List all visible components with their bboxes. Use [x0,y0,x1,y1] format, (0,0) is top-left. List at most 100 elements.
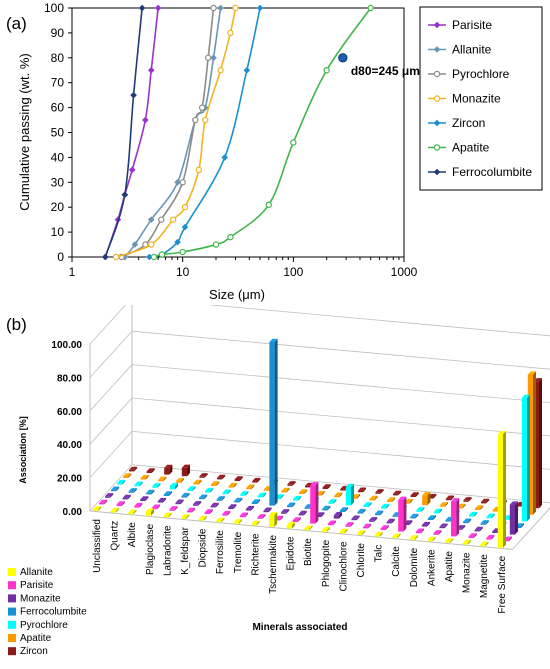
bar-allanite [321,530,327,532]
bar-allanite-side [379,531,383,537]
bar-apatite [175,481,181,483]
bar-monazite [210,505,216,508]
bar-monazite-top [351,515,360,519]
category-label-b: Tschermakite [268,535,279,594]
bar-parisite-side [421,528,424,534]
bar-apatite-top [439,502,448,506]
bar-zircon-top [217,474,226,478]
d80-annotation: d80=245 μm [338,53,420,78]
bar-ferrocolumbite [128,491,134,493]
bar-zircon-side [187,464,190,477]
bar-apatite [369,498,375,501]
bar-zircon [199,476,205,478]
data-point-ferrocolumbite [138,4,146,12]
category-label-b: Magnetite [479,554,490,598]
legend-label-b: Parisite [20,580,54,591]
category-label-b: Plagioclase [145,523,156,575]
bar-parisite-side [280,515,284,521]
bar-apatite-side [445,502,448,507]
bar-ferrocolumbite-side [133,488,137,493]
bar-zircon-top [357,487,366,491]
bar-zircon [146,471,152,473]
bar-pyrochlore [134,484,140,487]
bar-monazite-top [386,518,395,522]
legend-label-a: Parisite [452,18,492,32]
bar-monazite-top [421,521,430,526]
bar-apatite-top [175,478,184,482]
legend-label-a: Pyrochlore [452,67,510,81]
bar-allanite-top [321,527,330,531]
bar-parisite-top [380,525,389,529]
bar-parisite-side [456,498,460,537]
bar-pyrochlore-side [280,494,284,499]
bar-zircon-side [486,498,490,504]
bar-zircon [181,467,187,477]
data-point-pyrochlore [179,179,186,186]
bar-ferrocolumbite-side [362,508,366,514]
bar-zircon-top [287,481,296,485]
bar-parisite-top [99,499,108,503]
bar-monazite [105,496,111,498]
bar-parisite-top [222,510,231,515]
bar-allanite-top [374,531,383,536]
legend-swatch-pyrochlore [8,620,16,629]
category-label-b: Monazite [462,552,473,593]
bar-pyrochlore [169,486,175,490]
bar-parisite-side [333,520,336,526]
bar-monazite-top [509,501,518,505]
bar-allanite [392,536,398,539]
bar-zircon [234,479,240,481]
bar-parisite [275,518,281,521]
bar-apatite-side [251,484,255,490]
bar-parisite-top [327,520,336,524]
association-3d-chart: (b) 0.00 20.00 40.00 60.00 80.00 100.00 Uncla… [6,305,550,657]
bar-monazite [386,521,392,524]
bar-allanite-side [98,506,102,511]
y-tick-label-a: 50 [51,126,65,140]
bar-pyrochlore [222,492,228,495]
bar-zircon-top [164,464,173,468]
bar-allanite-top [145,508,154,512]
category-label-b: Quartz [110,521,121,551]
bar-parisite [345,525,351,527]
bar-ferrocolumbite [146,492,152,495]
bar-apatite [211,484,217,486]
back-gridline-b [131,330,550,370]
bar-allanite [445,541,451,543]
bar-pyrochlore [504,518,510,520]
bar-allanite-top [445,538,454,542]
bar-parisite [187,510,193,513]
bar-monazite-side [427,521,430,527]
bar-zircon [129,469,135,472]
back-gridline-b [131,464,550,504]
bar-apatite-side [163,476,167,482]
bar-ferrocolumbite [111,489,117,492]
bar-zircon-side [292,481,296,486]
bar-pyrochlore [293,499,299,501]
bar-zircon [445,498,451,501]
bar-parisite [292,520,298,522]
bar-parisite-side [473,533,477,538]
side-gridline-b [89,431,133,478]
legend-swatch-parisite [8,581,16,590]
bar-monazite-side [286,509,290,514]
bar-ferrocolumbite-side [239,497,243,503]
data-point-parisite [154,4,162,12]
bar-allanite [357,533,363,535]
legend-label-a: Ferrocolumbite [452,165,532,179]
legend-swatch-zircon [8,647,16,656]
bar-allanite-top [93,506,102,510]
bar-monazite [193,504,199,506]
bar-parisite [468,536,474,538]
bar-apatite [316,494,322,496]
bar-parisite-top [468,533,477,537]
bar-parisite [503,539,509,542]
bar-ferrocolumbite-top [199,494,208,498]
bar-apatite [475,508,481,510]
bar-ferrocolumbite [392,515,398,517]
bar-monazite-side [409,520,413,525]
bar-pyrochlore-side [210,487,214,493]
bar-apatite [492,510,498,512]
bar-ferrocolumbite [251,502,257,504]
